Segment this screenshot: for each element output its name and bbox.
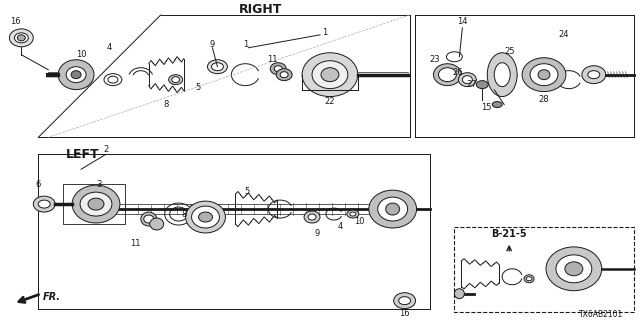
Ellipse shape	[211, 63, 223, 71]
Text: 5: 5	[244, 187, 250, 196]
Ellipse shape	[280, 72, 288, 78]
Text: RIGHT: RIGHT	[239, 4, 282, 16]
Text: 5: 5	[195, 83, 200, 92]
Text: 28: 28	[539, 95, 549, 104]
Ellipse shape	[394, 293, 415, 308]
Text: 24: 24	[559, 30, 569, 39]
Ellipse shape	[378, 197, 408, 221]
Ellipse shape	[274, 66, 282, 72]
Ellipse shape	[582, 66, 605, 84]
Text: 22: 22	[324, 97, 335, 106]
Text: 6: 6	[36, 180, 41, 189]
Ellipse shape	[438, 68, 456, 82]
Text: 15: 15	[481, 103, 492, 112]
Ellipse shape	[350, 212, 356, 216]
Ellipse shape	[141, 212, 157, 226]
Ellipse shape	[58, 60, 94, 90]
Ellipse shape	[80, 192, 112, 216]
Text: 16: 16	[10, 17, 20, 27]
Ellipse shape	[462, 76, 472, 84]
Text: 8: 8	[181, 210, 186, 219]
Ellipse shape	[538, 70, 550, 80]
Text: 27: 27	[466, 80, 477, 89]
Text: 4: 4	[337, 222, 342, 231]
Ellipse shape	[399, 297, 411, 305]
Ellipse shape	[88, 198, 104, 210]
Ellipse shape	[524, 275, 534, 283]
Ellipse shape	[369, 190, 417, 228]
Ellipse shape	[276, 69, 292, 81]
Text: 9: 9	[210, 40, 215, 49]
Ellipse shape	[546, 247, 602, 291]
Ellipse shape	[433, 64, 461, 86]
Text: 26: 26	[452, 68, 463, 77]
Ellipse shape	[565, 262, 583, 276]
Text: 11: 11	[267, 55, 278, 64]
Text: 8: 8	[163, 100, 168, 109]
Text: B-21-5: B-21-5	[492, 229, 527, 239]
Text: 25: 25	[504, 47, 515, 56]
Text: 3: 3	[96, 180, 102, 189]
Ellipse shape	[150, 218, 164, 230]
Ellipse shape	[454, 289, 465, 299]
Text: 10: 10	[76, 50, 86, 59]
Text: LEFT: LEFT	[66, 148, 100, 161]
Ellipse shape	[172, 77, 180, 83]
Ellipse shape	[476, 81, 488, 89]
Ellipse shape	[522, 58, 566, 92]
Ellipse shape	[588, 71, 600, 79]
Ellipse shape	[526, 277, 532, 281]
Bar	[63, 184, 125, 224]
Ellipse shape	[494, 63, 510, 87]
Ellipse shape	[304, 211, 320, 223]
Ellipse shape	[321, 68, 339, 82]
Ellipse shape	[207, 60, 227, 74]
Text: 14: 14	[457, 17, 468, 27]
Ellipse shape	[347, 210, 359, 218]
Text: 1: 1	[323, 28, 328, 37]
Ellipse shape	[487, 53, 517, 97]
Ellipse shape	[386, 203, 399, 215]
Text: FR.: FR.	[44, 292, 61, 302]
Ellipse shape	[458, 73, 476, 87]
Text: 2: 2	[103, 145, 109, 154]
Ellipse shape	[308, 214, 316, 220]
Text: 11: 11	[131, 239, 141, 248]
Ellipse shape	[72, 185, 120, 223]
Text: 23: 23	[429, 55, 440, 64]
Ellipse shape	[530, 64, 558, 86]
Ellipse shape	[14, 33, 28, 43]
Ellipse shape	[66, 67, 86, 83]
Text: 1: 1	[243, 40, 248, 49]
Text: 4: 4	[106, 43, 111, 52]
Ellipse shape	[556, 255, 592, 283]
Ellipse shape	[33, 196, 55, 212]
Text: 10: 10	[355, 217, 365, 226]
Ellipse shape	[10, 29, 33, 47]
Bar	[454, 227, 634, 312]
Ellipse shape	[198, 212, 212, 222]
Ellipse shape	[17, 35, 26, 41]
Ellipse shape	[71, 71, 81, 79]
Text: TX6AB2101: TX6AB2101	[579, 310, 623, 319]
Ellipse shape	[38, 200, 50, 208]
Ellipse shape	[492, 101, 502, 108]
Text: 16: 16	[399, 309, 410, 318]
Ellipse shape	[302, 53, 358, 97]
Ellipse shape	[191, 206, 220, 228]
Ellipse shape	[270, 63, 286, 75]
Ellipse shape	[312, 61, 348, 89]
Text: 9: 9	[314, 229, 319, 238]
Ellipse shape	[144, 215, 154, 223]
Ellipse shape	[186, 201, 225, 233]
Ellipse shape	[169, 75, 182, 84]
